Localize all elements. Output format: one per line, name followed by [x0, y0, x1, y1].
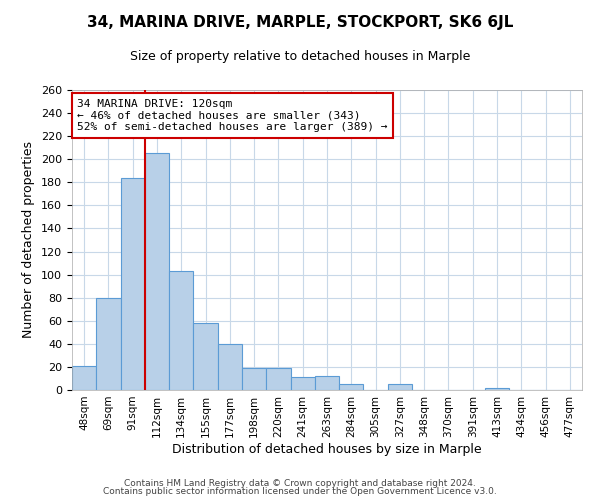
Bar [145, 154, 169, 390]
Bar [242, 368, 266, 390]
Text: 34 MARINA DRIVE: 120sqm
← 46% of detached houses are smaller (343)
52% of semi-d: 34 MARINA DRIVE: 120sqm ← 46% of detache… [77, 99, 388, 132]
Text: Size of property relative to detached houses in Marple: Size of property relative to detached ho… [130, 50, 470, 63]
Bar [339, 384, 364, 390]
Bar [96, 298, 121, 390]
Text: 34, MARINA DRIVE, MARPLE, STOCKPORT, SK6 6JL: 34, MARINA DRIVE, MARPLE, STOCKPORT, SK6… [87, 15, 513, 30]
Bar [72, 366, 96, 390]
Bar [218, 344, 242, 390]
Y-axis label: Number of detached properties: Number of detached properties [22, 142, 35, 338]
Bar [485, 388, 509, 390]
Bar [315, 376, 339, 390]
Bar [290, 378, 315, 390]
Bar [121, 178, 145, 390]
Bar [388, 384, 412, 390]
Bar [193, 323, 218, 390]
Bar [169, 271, 193, 390]
X-axis label: Distribution of detached houses by size in Marple: Distribution of detached houses by size … [172, 442, 482, 456]
Bar [266, 368, 290, 390]
Text: Contains HM Land Registry data © Crown copyright and database right 2024.: Contains HM Land Registry data © Crown c… [124, 478, 476, 488]
Text: Contains public sector information licensed under the Open Government Licence v3: Contains public sector information licen… [103, 488, 497, 496]
